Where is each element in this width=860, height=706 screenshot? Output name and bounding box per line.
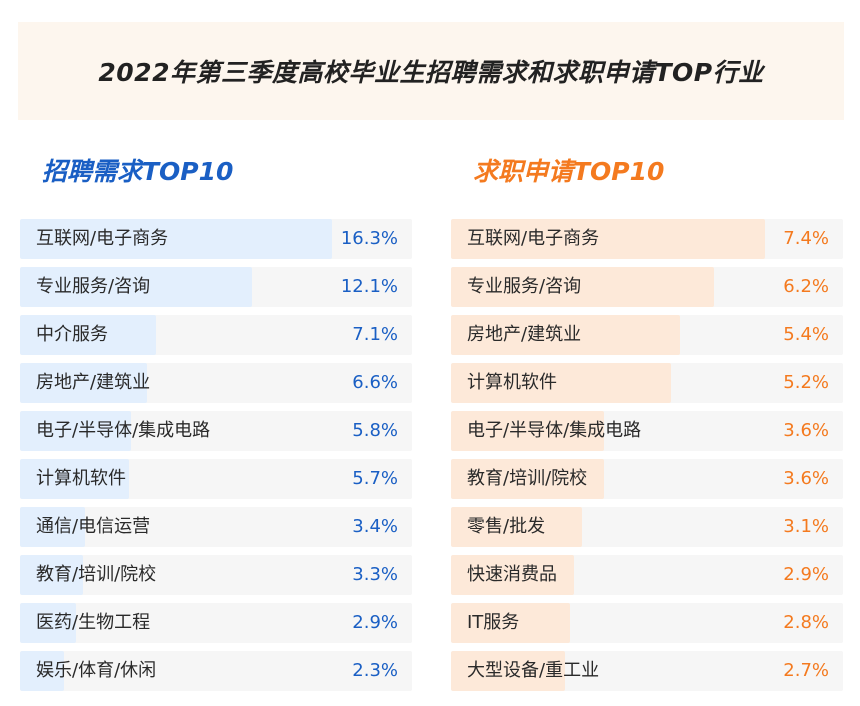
- bar-row: 计算机软件 5.7%: [20, 459, 412, 499]
- bar: [451, 603, 570, 643]
- bar: [451, 219, 765, 259]
- bar-row: 专业服务/咨询 6.2%: [451, 267, 843, 307]
- hiring-demand-panel: 招聘需求TOP10 互联网/电子商务 16.3% 专业服务/咨询 12.1% 中介服务 7…: [20, 150, 412, 699]
- bar-category-label: 中介服务: [36, 324, 108, 345]
- bar-value-label: 12.1%: [340, 276, 398, 297]
- bar-category-label: 通信/电信运营: [36, 516, 151, 537]
- bar-row: 娱乐/体育/休闲 2.3%: [20, 651, 412, 691]
- bar-value-label: 3.6%: [783, 468, 829, 489]
- hiring-demand-title: 招聘需求TOP10: [42, 157, 234, 186]
- bar: [451, 507, 582, 547]
- bar-category-label: 房地产/建筑业: [36, 372, 151, 393]
- bar-row: 通信/电信运营 3.4%: [20, 507, 412, 547]
- bar-value-label: 16.3%: [340, 228, 398, 249]
- bar-value-label: 5.7%: [352, 468, 398, 489]
- bar-value-label: 7.4%: [783, 228, 829, 249]
- page-title: 2022年第三季度高校毕业生招聘需求和求职申请TOP行业: [98, 58, 764, 87]
- hiring-demand-bars: 互联网/电子商务 16.3% 专业服务/咨询 12.1% 中介服务 7.1% 房地产/建筑业…: [20, 219, 412, 691]
- bar-row: 计算机软件 5.2%: [451, 363, 843, 403]
- bar-category-label: 娱乐/体育/休闲: [36, 660, 157, 681]
- bar-value-label: 5.8%: [352, 420, 398, 441]
- job-application-title: 求职申请TOP10: [473, 157, 665, 186]
- bar: [20, 603, 76, 643]
- bar-row: 电子/半导体/集成电路 5.8%: [20, 411, 412, 451]
- bar-value-label: 3.3%: [352, 564, 398, 585]
- bar-row: 零售/批发 3.1%: [451, 507, 843, 547]
- bar-row: 电子/半导体/集成电路 3.6%: [451, 411, 843, 451]
- bar: [20, 555, 83, 595]
- bar-row: 互联网/电子商务 16.3%: [20, 219, 412, 259]
- bar-category-label: 教育/培训/院校: [467, 468, 588, 489]
- bar-value-label: 5.2%: [783, 372, 829, 393]
- bar: [451, 651, 565, 691]
- bar: [20, 219, 332, 259]
- bar: [20, 411, 131, 451]
- bar: [451, 363, 671, 403]
- bar-row: 专业服务/咨询 12.1%: [20, 267, 412, 307]
- bar: [451, 459, 604, 499]
- bar-category-label: 互联网/电子商务: [36, 228, 169, 249]
- bar-row: 互联网/电子商务 7.4%: [451, 219, 843, 259]
- bar-category-label: 医药/生物工程: [36, 612, 151, 633]
- bar-row: 房地产/建筑业 6.6%: [20, 363, 412, 403]
- bar-value-label: 2.9%: [352, 612, 398, 633]
- bar: [451, 315, 680, 355]
- bar: [20, 651, 64, 691]
- bar: [451, 267, 714, 307]
- bar-category-label: 电子/半导体/集成电路: [36, 420, 211, 441]
- bar: [20, 315, 156, 355]
- bar-category-label: 专业服务/咨询: [36, 276, 151, 297]
- bar-value-label: 2.3%: [352, 660, 398, 681]
- bar-category-label: 大型设备/重工业: [467, 660, 600, 681]
- bar: [451, 411, 604, 451]
- bar-category-label: 互联网/电子商务: [467, 228, 600, 249]
- bar-value-label: 3.4%: [352, 516, 398, 537]
- bar-category-label: 计算机软件: [36, 468, 126, 489]
- bar-value-label: 2.9%: [783, 564, 829, 585]
- bar-row: 教育/培训/院校 3.3%: [20, 555, 412, 595]
- job-application-bars: 互联网/电子商务 7.4% 专业服务/咨询 6.2% 房地产/建筑业 5.4% 计算机软件 5…: [451, 219, 843, 691]
- bar-category-label: 电子/半导体/集成电路: [467, 420, 642, 441]
- job-application-panel: 求职申请TOP10 互联网/电子商务 7.4% 专业服务/咨询 6.2% 房地产/建筑业…: [451, 150, 843, 699]
- bar-category-label: IT服务: [467, 612, 520, 633]
- bar-row: 房地产/建筑业 5.4%: [451, 315, 843, 355]
- bar-row: 医药/生物工程 2.9%: [20, 603, 412, 643]
- bar: [20, 363, 147, 403]
- bar-value-label: 3.6%: [783, 420, 829, 441]
- bar-value-label: 2.8%: [783, 612, 829, 633]
- bar: [451, 555, 574, 595]
- bar-category-label: 房地产/建筑业: [467, 324, 582, 345]
- bar-value-label: 6.2%: [783, 276, 829, 297]
- bar-row: 快速消费品 2.9%: [451, 555, 843, 595]
- bar-category-label: 快速消费品: [467, 564, 557, 585]
- bar-category-label: 教育/培训/院校: [36, 564, 157, 585]
- bar-row: 中介服务 7.1%: [20, 315, 412, 355]
- bar-row: 教育/培训/院校 3.6%: [451, 459, 843, 499]
- bar-category-label: 专业服务/咨询: [467, 276, 582, 297]
- bar-row: IT服务 2.8%: [451, 603, 843, 643]
- bar: [20, 507, 85, 547]
- bar-value-label: 6.6%: [352, 372, 398, 393]
- bar-value-label: 3.1%: [783, 516, 829, 537]
- bar-value-label: 2.7%: [783, 660, 829, 681]
- title-banner: 2022年第三季度高校毕业生招聘需求和求职申请TOP行业: [18, 22, 844, 120]
- bar: [20, 459, 129, 499]
- bar-value-label: 7.1%: [352, 324, 398, 345]
- bar-row: 大型设备/重工业 2.7%: [451, 651, 843, 691]
- bar: [20, 267, 252, 307]
- bar-category-label: 计算机软件: [467, 372, 557, 393]
- bar-value-label: 5.4%: [783, 324, 829, 345]
- bar-category-label: 零售/批发: [467, 516, 546, 537]
